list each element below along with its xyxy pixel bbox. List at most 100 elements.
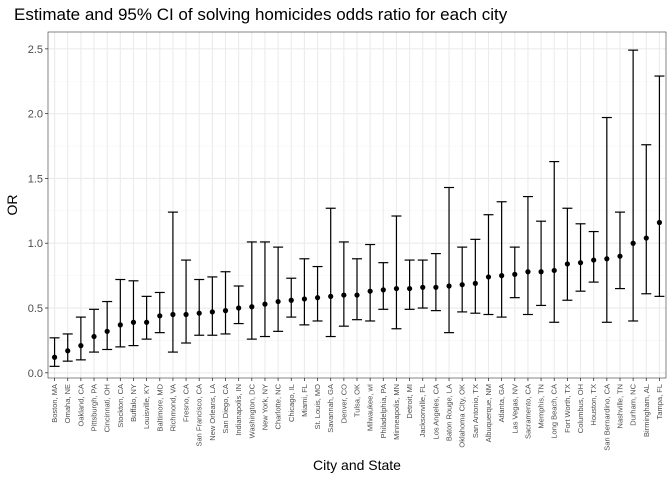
estimate-point <box>183 311 189 318</box>
estimate-point <box>170 311 176 318</box>
x-tick-label: Indianapolis, IN <box>234 384 243 436</box>
x-tick-label: St. Louis, MO <box>313 384 322 430</box>
estimate-point <box>91 333 97 340</box>
x-tick-label: Savannah, GA <box>326 384 335 433</box>
x-tick-label: Miami, FL <box>300 384 309 417</box>
x-tick-label: Oakland, CA <box>76 384 85 427</box>
x-tick-label: Tampa, FL <box>655 384 664 419</box>
data-marks <box>49 49 665 367</box>
error-bar-group <box>154 291 165 334</box>
x-tick-label: Houston, TX <box>589 384 598 426</box>
estimate-point <box>420 284 426 290</box>
estimate-point <box>117 322 123 328</box>
x-tick-label: Durham, NC <box>629 383 638 425</box>
estimate-point <box>262 301 268 307</box>
x-tick-label: Cincinnati, OH <box>103 384 112 432</box>
error-bar-group <box>417 259 428 309</box>
y-axis-title: OR <box>4 195 20 216</box>
estimate-point <box>604 256 610 262</box>
estimate-point <box>130 319 137 325</box>
error-bar-group <box>641 144 652 295</box>
error-bar-group <box>220 271 231 335</box>
error-bar-group <box>181 259 192 344</box>
x-tick-label: Boston, MA <box>50 384 59 423</box>
x-tick-label: Denver, CO <box>339 384 348 423</box>
estimate-point <box>393 285 400 292</box>
error-bar-group <box>128 280 139 347</box>
error-bar-group <box>167 211 178 353</box>
x-tick-label: Los Angeles, CA <box>431 384 440 439</box>
error-bar-group <box>207 276 218 336</box>
estimate-point <box>222 308 229 314</box>
error-bar-group <box>614 211 625 290</box>
x-tick-label: New Orleans, LA <box>208 384 217 441</box>
x-tick-label: San Diego, CA <box>221 384 230 434</box>
error-bar-group <box>338 241 349 327</box>
estimate-point <box>104 328 110 334</box>
y-tick-label: 2.0 <box>28 109 43 121</box>
error-bar-group <box>102 300 113 351</box>
error-bar-group <box>404 259 415 310</box>
error-bar-group <box>286 277 297 318</box>
error-bar-group <box>628 49 639 322</box>
error-bar-group <box>496 201 507 318</box>
estimate-point <box>354 292 360 298</box>
error-bar-group <box>273 246 284 332</box>
error-bar-group <box>62 333 73 362</box>
error-bar-group <box>115 278 126 348</box>
estimate-point <box>564 261 570 267</box>
estimate-point <box>643 235 649 241</box>
x-tick-label: Long Beach, CA <box>550 384 559 439</box>
estimate-point <box>577 260 584 266</box>
estimate-point <box>65 348 71 354</box>
estimate-point <box>78 343 84 349</box>
error-bar-group <box>299 258 310 326</box>
error-bar-group <box>246 241 257 340</box>
y-tick-label: 1.5 <box>28 173 43 185</box>
x-tick-label: Chicago, IL <box>287 384 296 422</box>
error-bar-group <box>259 241 270 338</box>
x-tick-label: Louisville, KY <box>142 384 151 429</box>
estimate-point <box>433 284 439 290</box>
x-tick-label: Baton Rouge, LA <box>445 384 454 441</box>
estimate-point <box>512 271 518 277</box>
estimate-point <box>51 354 58 360</box>
estimate-point <box>499 273 505 279</box>
error-bar-group <box>654 75 665 297</box>
x-tick-label: Nashville, TN <box>615 384 624 428</box>
x-tick-label: Fort Worth, TX <box>563 384 572 433</box>
estimate-point <box>617 253 623 259</box>
x-tick-label: Charlotte, NC <box>274 383 283 429</box>
error-bar-group <box>509 246 520 299</box>
error-bar-group <box>194 278 205 336</box>
estimate-point <box>314 295 321 301</box>
estimate-point <box>301 296 308 302</box>
x-tick-label: San Francisco, CA <box>195 384 204 447</box>
chart-title: Estimate and 95% CI of solving homicides… <box>14 5 508 24</box>
estimate-point <box>485 274 492 280</box>
x-tick-label: Pittsburgh, PA <box>90 384 99 431</box>
error-bar-group <box>549 160 560 323</box>
error-bar-group <box>141 295 152 340</box>
estimate-point <box>630 240 636 246</box>
estimate-point <box>144 319 150 325</box>
error-bar-group <box>352 258 362 321</box>
x-tick-label: Albuquerque, NM <box>484 384 493 442</box>
x-tick-label: Milwaukee, wI <box>366 384 375 431</box>
error-bar-group <box>588 230 599 283</box>
estimate-point <box>591 257 597 263</box>
x-tick-label: Minneapolis, MN <box>392 384 401 440</box>
x-tick-label: Sacramento, CA <box>523 384 532 439</box>
error-bar-group <box>365 243 376 322</box>
estimate-point <box>275 298 281 305</box>
estimate-point <box>446 283 452 289</box>
estimate-point <box>367 288 373 294</box>
x-tick-label: Detroit, MI <box>405 384 414 419</box>
error-bar-group <box>430 252 441 312</box>
x-tick-label: Baltimore, MD <box>155 383 164 431</box>
estimate-point <box>551 267 557 274</box>
error-bar-group <box>536 220 547 307</box>
estimate-point <box>236 305 242 311</box>
error-bar-group <box>89 308 100 353</box>
x-tick-label: Washington, DC <box>247 383 256 438</box>
